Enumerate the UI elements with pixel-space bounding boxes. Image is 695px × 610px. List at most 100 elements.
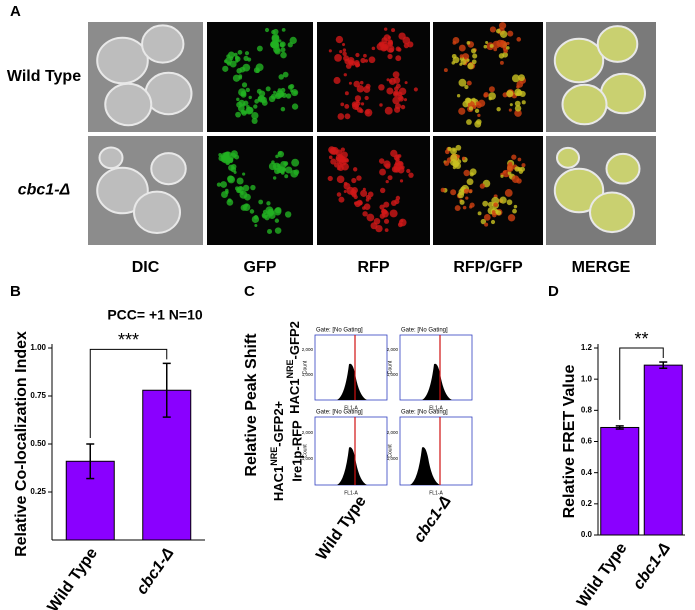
signal (447, 146, 452, 151)
row-label: cbc1-Δ (18, 182, 71, 199)
signal (336, 175, 345, 184)
signal (483, 44, 488, 49)
signal (508, 108, 512, 112)
y-tick-label: 1.2 (581, 343, 593, 352)
signal (226, 199, 234, 206)
signal (342, 48, 347, 52)
signal (517, 167, 522, 172)
signal (287, 42, 293, 48)
signal (235, 59, 239, 63)
signal (251, 111, 259, 120)
signal (516, 85, 520, 89)
signal (343, 182, 351, 190)
signal (465, 196, 469, 200)
signal (278, 39, 282, 43)
y-tick-label: 0.4 (581, 468, 593, 477)
signal (264, 27, 270, 33)
signal (495, 28, 501, 34)
signal (379, 204, 385, 210)
signal (224, 188, 229, 193)
signal (452, 36, 460, 44)
signal (366, 213, 375, 222)
y-tick-label: 0.25 (30, 487, 46, 496)
signal (469, 205, 473, 209)
signal (245, 106, 253, 115)
column-label: GFP (244, 259, 277, 276)
hist-x-label: FL1-A (344, 490, 358, 496)
signal (483, 93, 488, 98)
histogram (422, 363, 452, 400)
signal (506, 90, 514, 98)
signal (328, 49, 332, 53)
column-label: MERGE (572, 259, 631, 276)
signal (261, 212, 268, 219)
signal (239, 66, 246, 73)
signal (354, 95, 362, 102)
signal (500, 174, 504, 178)
signal (444, 149, 450, 155)
signal (239, 190, 248, 199)
signal (392, 96, 400, 105)
label-part: -GFP2 (287, 321, 302, 359)
panel-label: A (10, 3, 21, 20)
signal (499, 30, 508, 38)
signal (413, 87, 418, 92)
signal (466, 58, 470, 62)
column-label: cbc1-Δ (411, 493, 455, 546)
signal (266, 228, 273, 235)
signal (235, 111, 241, 118)
signal (454, 162, 462, 170)
hist-y-tick: 1,000 (302, 372, 314, 377)
signal (344, 91, 349, 96)
signal (285, 166, 293, 174)
signal (397, 166, 405, 174)
significance: ** (634, 329, 648, 349)
signal (373, 217, 381, 225)
signal (244, 51, 250, 56)
hist-y-tick: 2,000 (302, 347, 314, 352)
signal (403, 98, 408, 102)
signal (271, 29, 276, 35)
signal (491, 212, 497, 218)
signal (477, 211, 482, 216)
significance-bracket (89, 348, 168, 438)
signal (383, 209, 388, 215)
signal (379, 103, 383, 107)
signal (337, 113, 345, 120)
signal (254, 99, 259, 104)
signal (506, 165, 514, 172)
signal (222, 65, 229, 72)
signal (251, 215, 260, 223)
signal (493, 202, 499, 208)
row-label: Wild Type (7, 68, 81, 85)
signal (233, 52, 238, 57)
y-axis-label: Relative Co-localization Index (13, 331, 30, 557)
signal (328, 155, 333, 160)
signal (381, 37, 388, 44)
signal (227, 51, 235, 59)
signal (443, 160, 450, 166)
signal (394, 103, 402, 110)
signal (482, 200, 489, 207)
x-tick-label: cbc1-Δ (630, 540, 674, 593)
signal (384, 163, 391, 169)
signal (468, 188, 473, 194)
hist-y-label: Count (302, 444, 308, 458)
signal (465, 97, 472, 104)
label-part: -GFP2+ (271, 400, 286, 446)
cell (104, 82, 153, 127)
label-sup: NRE (269, 447, 279, 466)
signal (386, 45, 395, 53)
signal (225, 160, 230, 166)
hist-y-tick: 1,000 (387, 456, 399, 461)
column-label: RFP (358, 259, 390, 276)
signal (271, 41, 279, 49)
micrographs (88, 22, 656, 245)
signal (367, 191, 374, 198)
signal (378, 158, 385, 164)
signal (400, 104, 406, 110)
signal (280, 87, 286, 93)
signal (278, 74, 284, 80)
signal (339, 50, 343, 54)
signal (344, 113, 351, 120)
